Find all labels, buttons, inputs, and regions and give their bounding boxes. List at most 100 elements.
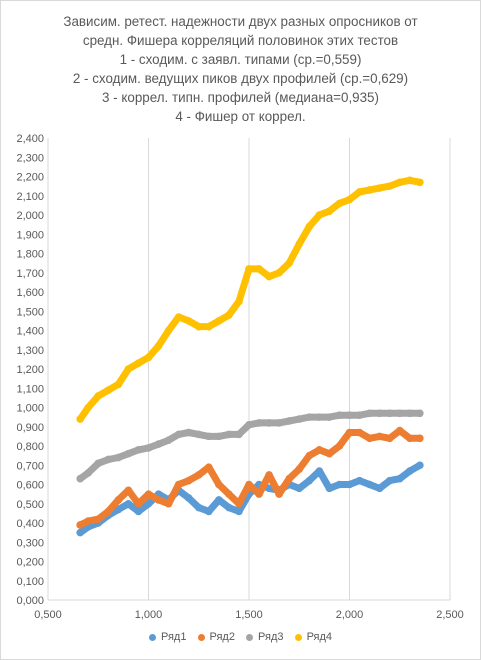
series-4-point <box>275 268 283 277</box>
series-3-point <box>345 411 354 420</box>
series-1-point <box>144 499 153 508</box>
y-tick-label: 2,200 <box>16 172 44 184</box>
series-2-point <box>295 465 304 473</box>
y-tick-label: 1,100 <box>16 383 44 395</box>
series-3-point <box>295 415 304 423</box>
tick-labels: 0,500 1,000 1,500 2,000 2,500 0,000 0,100 0,200… <box>16 133 463 621</box>
legend-item-3: Ряд3 <box>246 631 284 643</box>
series-2-point <box>76 521 84 529</box>
y-tick-label: 1,000 <box>16 403 44 415</box>
series-2-point <box>345 428 354 437</box>
series-2-point <box>84 517 92 525</box>
series-4-point <box>395 178 404 187</box>
series-3-point <box>144 444 153 452</box>
series-4-point <box>325 207 334 215</box>
y-tick-label: 0,200 <box>16 557 44 569</box>
series-3-point <box>285 417 294 425</box>
series-2-point <box>385 434 394 443</box>
y-tick-label: 0,000 <box>16 595 44 607</box>
series-1-point <box>375 484 384 493</box>
y-tick-label: 0,800 <box>16 441 44 453</box>
series-4-point <box>184 317 193 325</box>
series-4-point <box>205 322 213 331</box>
series-1-point <box>385 476 394 485</box>
title-line-2: средн. Фишера корреляций половинок этих … <box>82 33 399 48</box>
series-2-point <box>174 480 183 489</box>
series-2-point <box>395 426 404 435</box>
series-2-point <box>114 496 123 504</box>
series-4-point <box>124 365 133 373</box>
series-1-point <box>355 476 364 485</box>
series-3-point <box>154 440 163 448</box>
y-tick-label: 1,600 <box>16 287 44 299</box>
series-2-point <box>255 490 263 498</box>
series-3-point <box>134 446 143 454</box>
series-2-point <box>245 480 253 489</box>
series-1-point <box>205 507 213 516</box>
y-tick-label: 0,900 <box>16 422 44 434</box>
series-3-point <box>375 409 384 418</box>
series-2-point <box>315 446 324 454</box>
series-4-point <box>104 386 113 394</box>
series-3-point <box>94 459 103 468</box>
y-tick-label: 2,300 <box>16 152 44 164</box>
series-2-point <box>225 490 233 498</box>
series-3-point <box>305 413 314 421</box>
y-tick-label: 2,400 <box>16 133 44 145</box>
series-4-trail <box>76 176 424 423</box>
series-2-point <box>235 499 243 508</box>
series-2-point <box>275 490 283 498</box>
legend-item-2: Ряд2 <box>197 631 235 643</box>
x-tick-label: 1,000 <box>135 609 163 621</box>
y-tick-label: 0,300 <box>16 537 44 549</box>
series-1-point <box>194 503 203 512</box>
series-3-point <box>365 409 374 418</box>
series-1-point <box>124 499 133 508</box>
y-tick-label: 0,400 <box>16 518 44 530</box>
series-4-point <box>406 176 414 185</box>
series-1-point <box>305 476 314 485</box>
series-3-point <box>395 409 404 418</box>
series-3-point <box>225 430 233 439</box>
grid-lines <box>47 138 451 600</box>
series-3-point <box>335 411 344 420</box>
series-4-point <box>215 317 223 325</box>
series-3-point <box>194 430 203 439</box>
series-2-point <box>164 499 173 508</box>
series-group <box>76 176 424 537</box>
legend-label-3: Ряд3 <box>258 631 284 643</box>
series-4-point <box>385 182 394 190</box>
series-3-point <box>416 409 424 418</box>
series-4-point <box>174 313 183 321</box>
x-tick-label: 2,500 <box>436 609 464 621</box>
legend-marker-2 <box>197 633 205 641</box>
series-4-point <box>144 353 153 362</box>
x-tick-label: 1,500 <box>235 609 263 621</box>
series-4-point <box>94 392 103 400</box>
y-tick-label: 0,500 <box>16 499 44 511</box>
series-1-point <box>114 505 123 514</box>
series-3-point <box>124 449 133 458</box>
series-2-point <box>134 499 143 508</box>
series-1-point <box>345 480 354 489</box>
y-tick-label: 0,100 <box>16 576 44 588</box>
series-2-point <box>94 515 103 523</box>
legend-marker-3 <box>246 633 254 641</box>
series-4-point <box>245 265 253 273</box>
series-1-point <box>215 496 223 504</box>
y-tick-label: 0,700 <box>16 460 44 472</box>
series-1-point <box>235 507 243 516</box>
series-4-point <box>194 322 203 331</box>
series-4-point <box>416 178 424 187</box>
series-3-point <box>114 453 123 462</box>
legend-item-1: Ряд1 <box>148 631 186 643</box>
series-3-point <box>325 413 334 421</box>
series-4-point <box>76 415 84 423</box>
series-2-point <box>265 471 273 479</box>
series-2-point <box>335 442 344 450</box>
series-3-point <box>84 469 92 477</box>
series-3-point <box>76 474 84 483</box>
series-3-point <box>385 409 394 418</box>
